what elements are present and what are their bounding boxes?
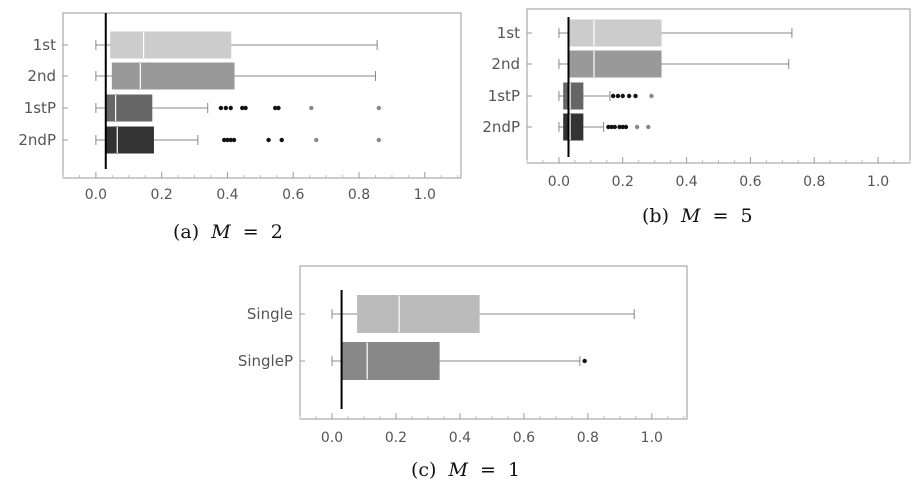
outlier-point <box>240 105 245 111</box>
outlier-point <box>609 124 614 130</box>
caption-c: (c) M = 1 <box>411 459 520 481</box>
far-outlier-point <box>309 105 314 111</box>
panel-a-marks: 0.0 0.2 0.4 0.6 0.8 1.0 1st 2nd 1stP 2ndP <box>18 13 459 203</box>
x-tick-label: 0.6 <box>739 174 761 190</box>
outlier-point <box>228 105 233 111</box>
box <box>105 126 154 154</box>
outlier-point <box>218 105 224 111</box>
x-tick-label: 1.0 <box>867 174 889 190</box>
outlier-point <box>606 124 611 130</box>
outlier-point <box>279 137 284 143</box>
panel-c: 0.0 0.2 0.4 0.6 0.8 1.0 Single SingleP (c) M = … <box>238 265 688 481</box>
panel-c-marks: 0.0 0.2 0.4 0.6 0.8 1.0 Single SingleP <box>238 290 685 446</box>
x-tick-label: 0.4 <box>216 187 238 203</box>
far-outlier-point <box>646 124 651 130</box>
outlier-point <box>272 105 278 111</box>
x-tick-label: 0.8 <box>348 187 370 203</box>
outlier-point <box>231 137 237 143</box>
outlier-point <box>626 93 632 99</box>
outlier-point <box>221 137 227 143</box>
category-label: SingleP <box>238 352 293 370</box>
far-outlier-point <box>376 137 381 143</box>
panel-b-marks: 0.0 0.2 0.4 0.6 0.8 1.0 1st 2nd 1stP 2ndP <box>482 17 911 190</box>
category-label: 2ndP <box>18 131 56 149</box>
box <box>563 113 584 141</box>
outlier-point <box>266 137 271 143</box>
category-label: 1stP <box>24 99 56 117</box>
far-outlier-point <box>649 93 654 99</box>
x-tick-label: 0.0 <box>85 187 107 203</box>
outlier-point <box>223 105 229 111</box>
far-outlier-point <box>376 105 381 111</box>
outlier-point <box>615 93 621 99</box>
box <box>341 342 440 380</box>
far-outlier-point <box>634 124 640 130</box>
caption-b: (b) M = 5 <box>642 205 753 227</box>
box <box>357 295 480 333</box>
box <box>567 50 662 78</box>
outlier-point <box>620 93 625 99</box>
outlier-point <box>276 105 281 111</box>
category-label: Single <box>247 305 293 323</box>
category-label: 2ndP <box>482 118 520 136</box>
outlier-point <box>228 137 233 143</box>
x-tick-label: 0.0 <box>548 174 570 190</box>
category-label: 1st <box>33 36 56 54</box>
x-tick-label: 0.4 <box>449 430 471 446</box>
x-tick-label: 0.0 <box>321 430 343 446</box>
box <box>111 62 235 90</box>
caption-a: (a) M = 2 <box>173 221 283 243</box>
x-tick-label: 0.4 <box>675 174 697 190</box>
outlier-point <box>620 124 625 130</box>
x-tick-label: 0.2 <box>612 174 634 190</box>
box <box>567 19 662 47</box>
outlier-point <box>623 124 629 130</box>
x-tick-label: 0.6 <box>513 430 535 446</box>
category-label: 2nd <box>27 67 56 85</box>
x-tick-label: 0.6 <box>282 187 304 203</box>
x-tick-label: 0.2 <box>151 187 173 203</box>
outlier-point <box>610 93 616 99</box>
x-tick-label: 1.0 <box>414 187 436 203</box>
outlier-point <box>243 105 248 111</box>
outlier-point <box>225 137 230 143</box>
category-label: 2nd <box>491 55 520 73</box>
plot-frame-c <box>299 265 688 420</box>
far-outlier-point <box>314 137 319 143</box>
outlier-point <box>633 93 638 99</box>
box <box>563 82 584 110</box>
x-tick-label: 1.0 <box>641 430 663 446</box>
box <box>105 94 153 122</box>
outlier-point <box>612 124 617 130</box>
x-tick-label: 0.8 <box>803 174 825 190</box>
category-label: 1stP <box>488 87 520 105</box>
panel-b: 0.0 0.2 0.4 0.6 0.8 1.0 1st 2nd 1stP 2ndP (b) M =… <box>482 8 911 227</box>
category-label: 1st <box>497 24 520 42</box>
x-tick-label: 0.8 <box>577 430 599 446</box>
box <box>110 31 232 59</box>
x-tick-label: 0.2 <box>385 430 407 446</box>
outlier-point <box>582 358 587 364</box>
plot-frame-a <box>62 12 462 179</box>
outlier-point <box>617 124 622 130</box>
panel-a: 0.0 0.2 0.4 0.6 0.8 1.0 1st 2nd 1stP 2ndP (a) M =… <box>18 12 462 243</box>
